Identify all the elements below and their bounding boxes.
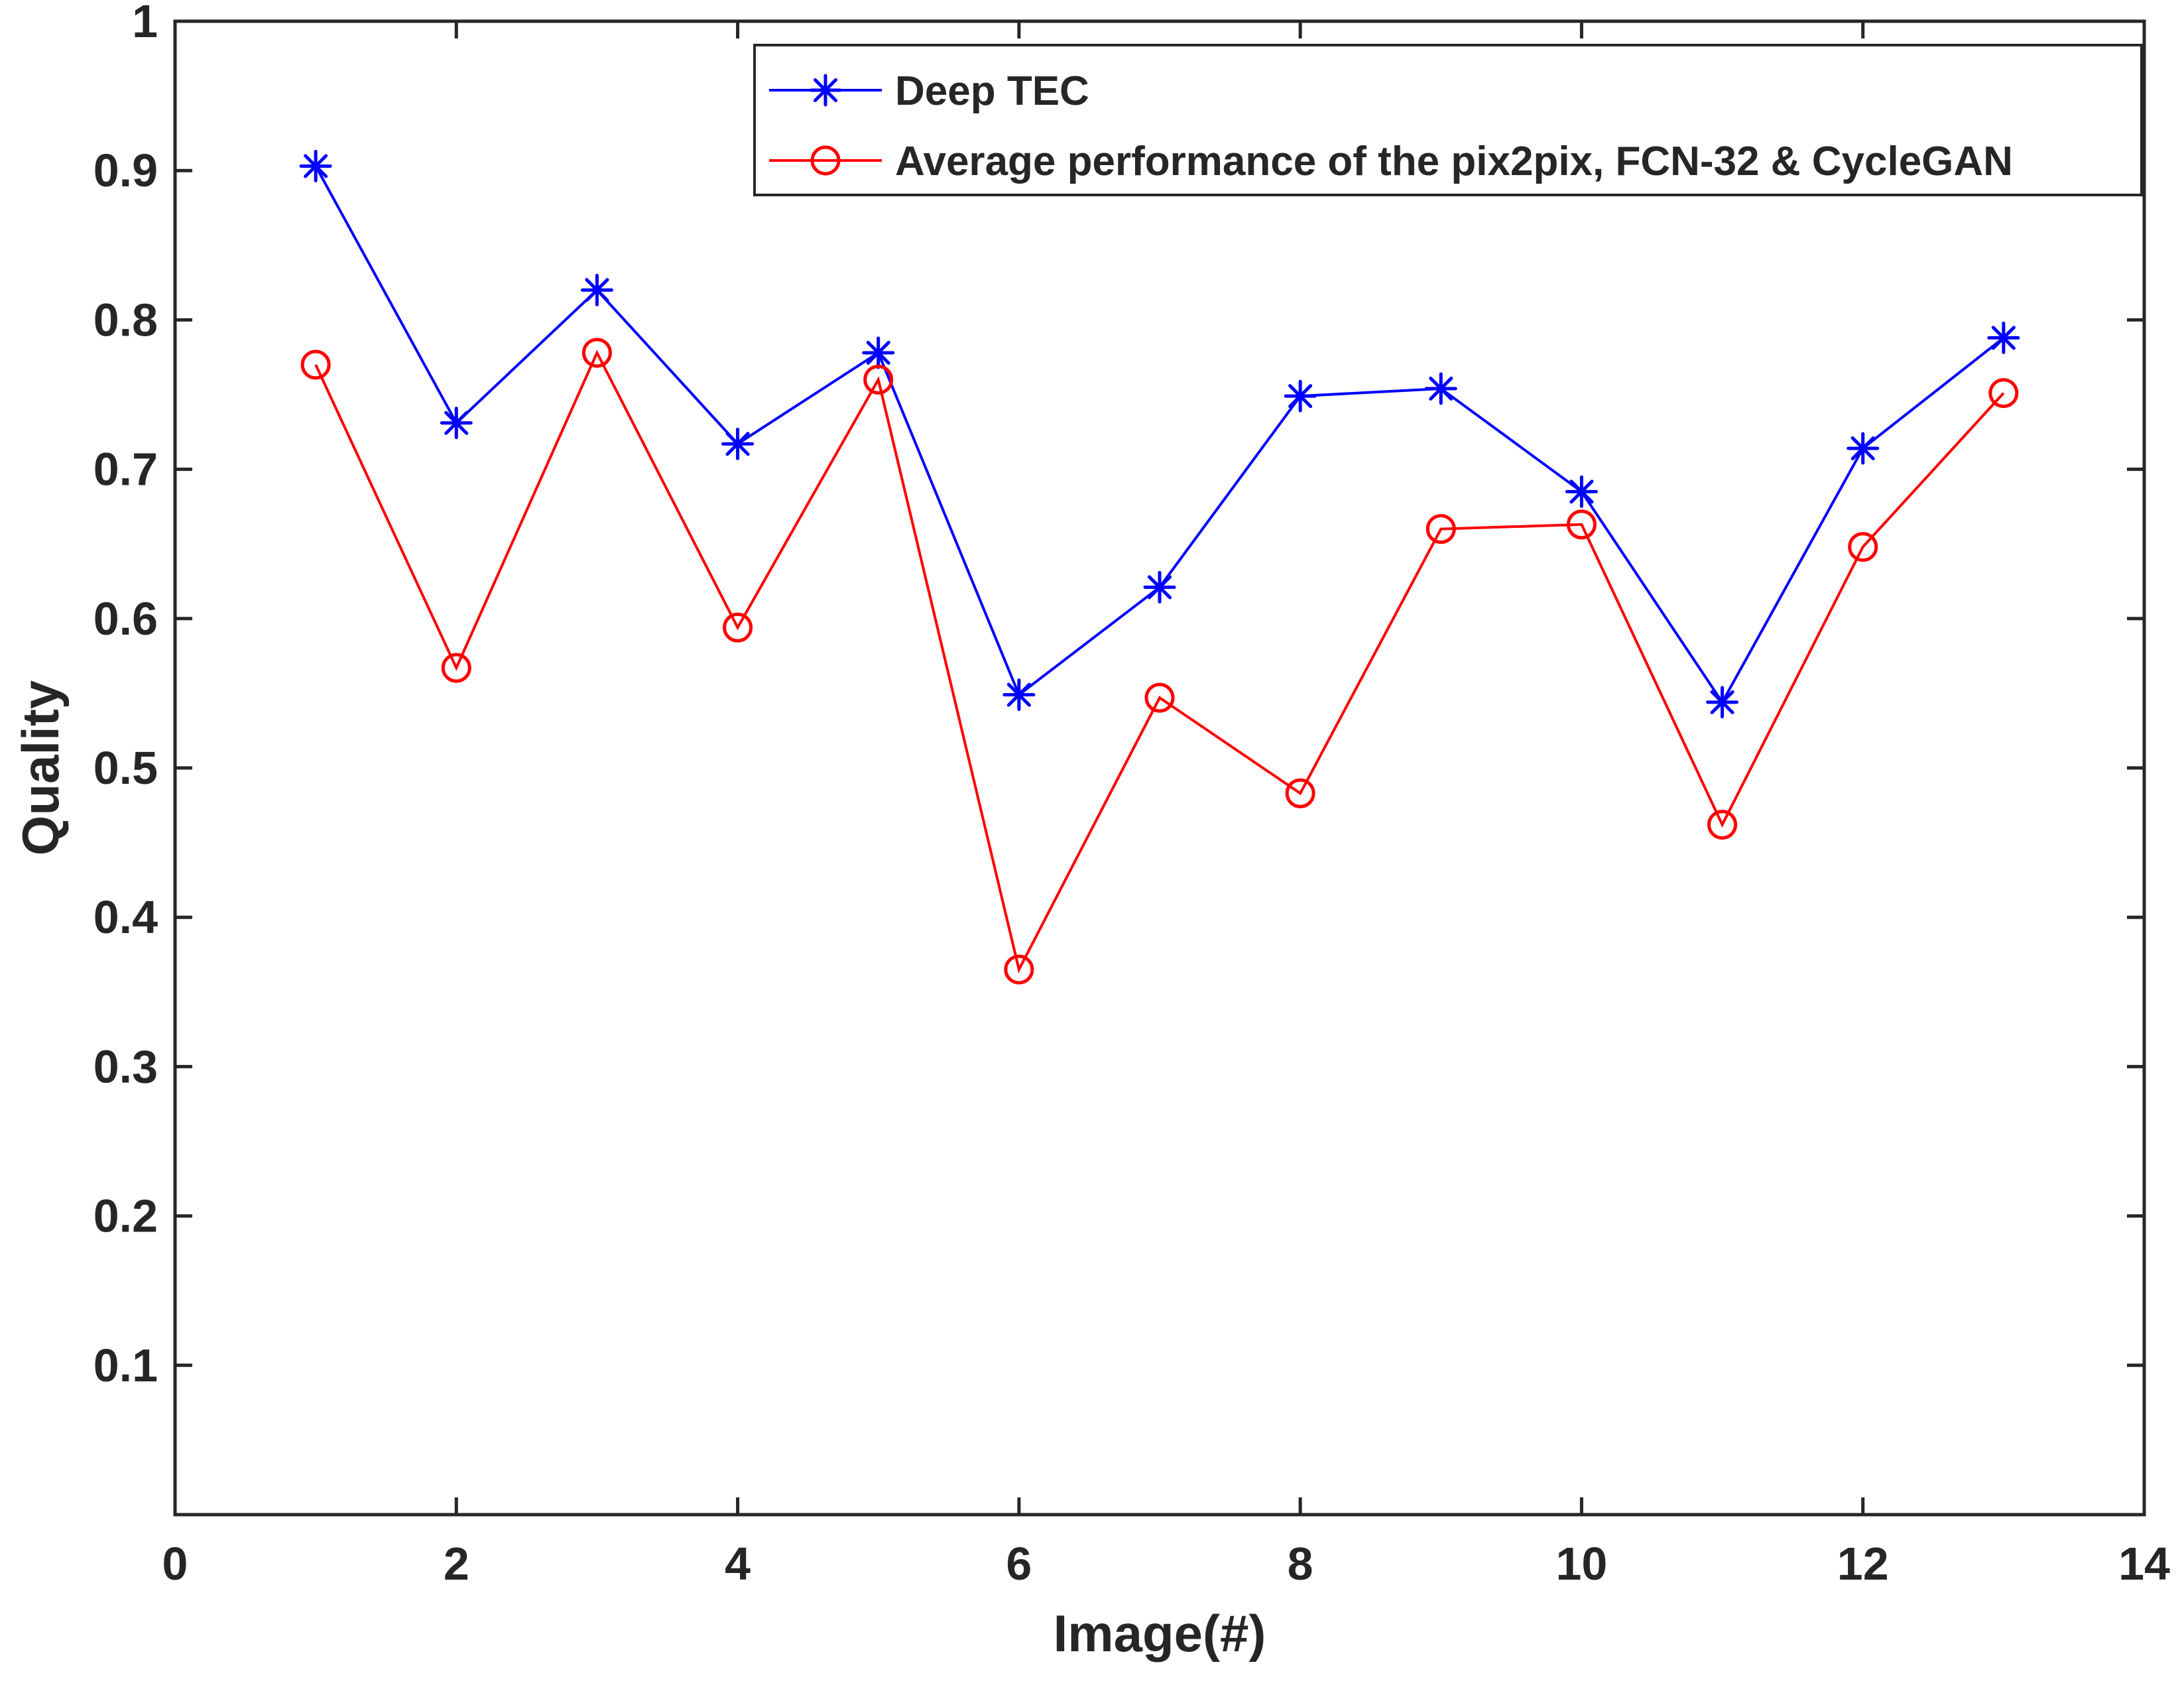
legend-label: Average performance of the pix2pix, FCN-… <box>895 139 2013 184</box>
data-point <box>1285 778 1315 808</box>
x-tick-label: 6 <box>1006 1538 1032 1590</box>
legend-swatch-marker <box>810 145 841 176</box>
data-point <box>1987 321 2020 354</box>
axis-ticks: 0 2 4 6 8 10 12 14 0.1 0.2 0.3 0.4 0.5 0.6 0.7 0.8 0.9 1 <box>93 0 2170 1590</box>
y-axis-title: Quality <box>11 680 70 855</box>
data-point <box>1426 514 1456 544</box>
plot-frame <box>173 19 2146 1517</box>
legend-box <box>753 44 2143 196</box>
series-1 <box>299 149 2020 719</box>
data-point <box>299 149 332 182</box>
data-point <box>1848 532 1878 562</box>
y-tick-label: 0.1 <box>93 1340 158 1391</box>
y-tick-label: 0.7 <box>93 444 158 495</box>
legend-swatch-marker <box>809 74 842 107</box>
data-point <box>862 336 895 369</box>
y-tick-label: 0.4 <box>93 891 158 943</box>
legend-entry-1: Deep TEC <box>769 68 1089 114</box>
data-point <box>440 407 473 440</box>
legend-label: Deep TEC <box>895 68 1089 114</box>
x-tick-label: 12 <box>1837 1538 1889 1590</box>
data-point <box>1707 810 1738 840</box>
data-point <box>1988 378 2019 409</box>
plot-series <box>299 149 2020 985</box>
x-axis-title: Image(#) <box>1054 1604 1266 1663</box>
x-tick-label: 4 <box>725 1538 751 1590</box>
x-tick-label: 14 <box>2118 1538 2170 1590</box>
series-2 <box>300 338 2019 985</box>
y-tick-label: 1 <box>132 0 158 47</box>
data-point <box>1002 678 1036 712</box>
legend: Deep TEC Average performance of the pix2p… <box>753 44 2143 196</box>
data-point <box>723 612 753 643</box>
legend-entry-2: Average performance of the pix2pix, FCN-… <box>769 139 2013 184</box>
y-tick-label: 0.3 <box>93 1040 158 1092</box>
y-tick-label: 0.5 <box>93 742 158 794</box>
data-point <box>1144 682 1175 713</box>
data-point <box>1566 509 1597 540</box>
data-point <box>300 349 331 380</box>
x-tick-label: 10 <box>1555 1538 1607 1590</box>
y-tick-label: 0.9 <box>93 145 158 196</box>
data-point <box>1004 954 1034 985</box>
data-point <box>1565 475 1598 508</box>
x-tick-label: 8 <box>1288 1538 1313 1590</box>
y-tick-label: 0.8 <box>93 294 158 346</box>
data-point <box>581 338 612 368</box>
y-tick-label: 0.6 <box>93 593 158 645</box>
data-point <box>1847 432 1880 465</box>
data-point <box>1424 372 1457 405</box>
data-point <box>1706 686 1739 719</box>
data-point <box>580 273 613 306</box>
data-point <box>1284 379 1317 412</box>
data-point <box>441 653 471 683</box>
x-tick-label: 2 <box>444 1538 469 1590</box>
data-point <box>863 364 894 395</box>
data-point <box>721 427 755 460</box>
y-tick-label: 0.2 <box>93 1190 158 1242</box>
x-tick-label: 0 <box>162 1538 188 1590</box>
data-point <box>1143 571 1176 604</box>
series-line <box>314 349 2005 974</box>
